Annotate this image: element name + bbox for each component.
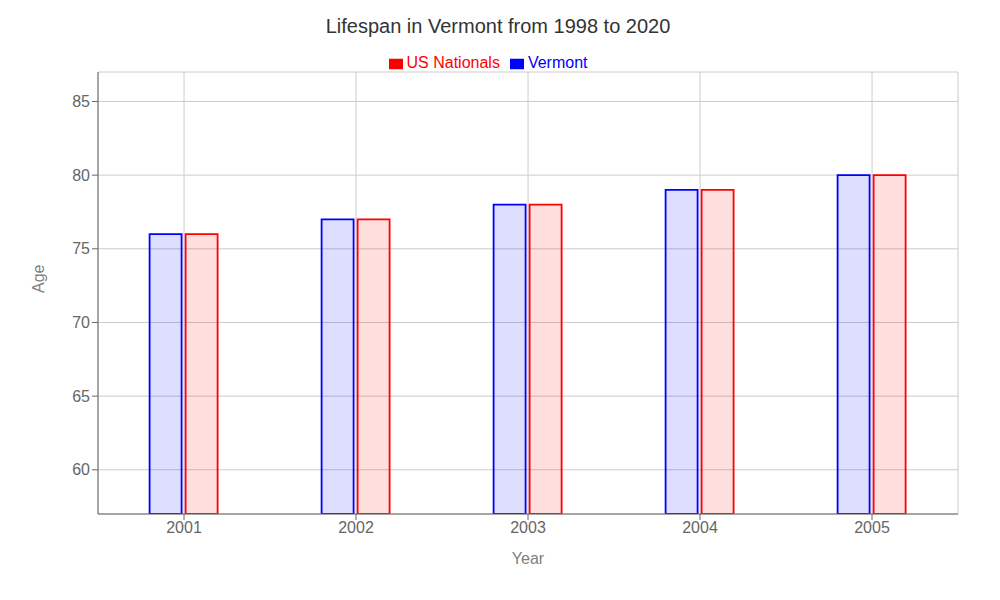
svg-text:65: 65 (72, 388, 90, 405)
svg-text:2004: 2004 (682, 519, 718, 536)
svg-text:2003: 2003 (510, 519, 546, 536)
svg-text:2002: 2002 (338, 519, 374, 536)
svg-text:85: 85 (72, 93, 90, 110)
svg-text:2001: 2001 (166, 519, 202, 536)
html-text:Vermont: Vermont (527, 54, 588, 71)
svg-text:75: 75 (72, 240, 90, 257)
svg-text:80: 80 (72, 167, 90, 184)
svg-text:Age: Age (30, 264, 47, 293)
html-text:Lifespan in Vermont from 1998: Lifespan in Vermont from 1998 to 2020 (325, 15, 671, 37)
svg-text:60: 60 (72, 461, 90, 478)
svg-text:Year: Year (512, 550, 545, 567)
html-text:US Nationals: US Nationals (406, 54, 500, 71)
svg-text:70: 70 (72, 314, 90, 331)
svg-text:2005: 2005 (854, 519, 890, 536)
